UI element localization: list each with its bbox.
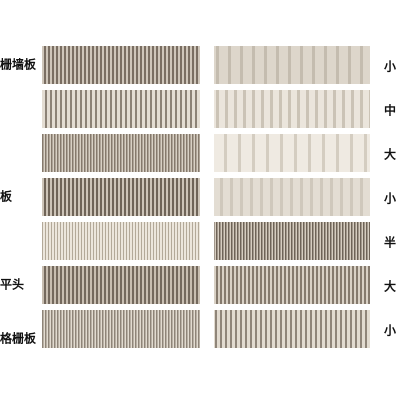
swatch: [214, 134, 370, 172]
swatch: [42, 134, 200, 172]
swatch-label: 中: [384, 103, 396, 118]
swatch-label: 格栅板: [0, 331, 37, 346]
swatch: [214, 46, 370, 84]
swatch: [214, 266, 370, 304]
swatch: [42, 310, 200, 348]
swatch-label: 板: [0, 189, 13, 204]
swatch: [214, 178, 370, 216]
swatch-label: 半: [384, 235, 396, 250]
swatch-label: 小: [384, 59, 396, 74]
swatch: [42, 178, 200, 216]
swatch-label: 大: [384, 279, 396, 294]
swatch-label: 小: [384, 323, 396, 338]
swatch: [214, 310, 370, 348]
swatch-label: 平头: [0, 277, 24, 292]
swatch: [42, 222, 200, 260]
swatch: [214, 222, 370, 260]
swatch: [42, 266, 200, 304]
swatch-label: 大: [384, 147, 396, 162]
swatch: [214, 90, 370, 128]
swatch-label: 栅墙板: [0, 57, 37, 72]
swatch-label: 小: [384, 191, 396, 206]
swatch: [42, 46, 200, 84]
swatch: [42, 90, 200, 128]
